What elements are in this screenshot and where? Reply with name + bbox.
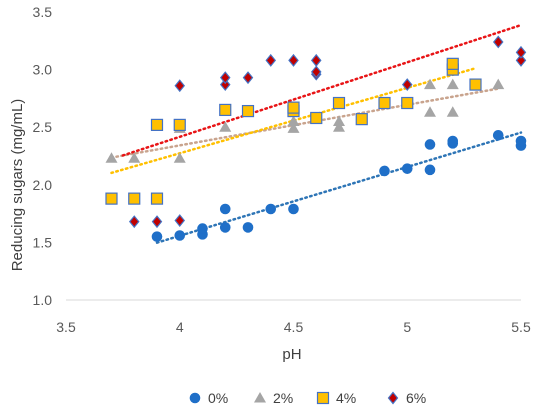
y-tick-label: 3.5 bbox=[33, 4, 53, 20]
data-point-triangle bbox=[173, 152, 186, 163]
x-axis-title: pH bbox=[282, 346, 301, 363]
x-tick-label: 3.5 bbox=[56, 319, 76, 335]
data-point-diamond bbox=[128, 215, 140, 229]
data-point-square bbox=[128, 192, 141, 205]
data-point-triangle bbox=[424, 78, 436, 90]
data-point-circle bbox=[379, 165, 390, 177]
trendlines bbox=[110, 23, 523, 244]
legend-label: 6% bbox=[406, 390, 426, 406]
legend-marker-diamond bbox=[387, 391, 399, 405]
data-point-square bbox=[150, 192, 164, 205]
y-tick-label: 2.0 bbox=[33, 177, 53, 193]
data-point-circle bbox=[515, 135, 527, 147]
data-point-square bbox=[469, 78, 482, 91]
trendline-circle bbox=[155, 131, 523, 244]
data-point-diamond bbox=[174, 214, 186, 227]
x-tick-label: 5 bbox=[403, 319, 411, 335]
data-point-circle bbox=[265, 203, 277, 215]
data-point-circle bbox=[447, 135, 459, 147]
legend-label: 2% bbox=[273, 390, 293, 406]
data-point-circle bbox=[219, 203, 231, 215]
y-tick-label: 1.0 bbox=[33, 292, 53, 308]
data-point-square bbox=[446, 57, 459, 70]
data-point-diamond bbox=[219, 78, 231, 92]
y-tick-label: 2.5 bbox=[33, 119, 53, 135]
data-point-square bbox=[241, 104, 255, 118]
y-tick-label: 3.0 bbox=[33, 62, 53, 78]
x-tick-label: 4.5 bbox=[284, 319, 304, 335]
data-point-diamond bbox=[242, 71, 254, 85]
data-point-diamond bbox=[288, 53, 299, 67]
data-point-triangle bbox=[105, 152, 118, 163]
data-point-triangle bbox=[424, 106, 436, 117]
data-point-circle bbox=[288, 203, 299, 215]
data-point-square bbox=[332, 96, 346, 110]
x-tick-label: 5.5 bbox=[511, 319, 531, 335]
trendline-triangle bbox=[110, 87, 500, 159]
data-point-diamond bbox=[219, 71, 231, 85]
data-point-circle bbox=[197, 223, 208, 234]
y-axis-ticks: 1.0 1.5 2.0 2.5 3.0 3.5 bbox=[33, 4, 53, 308]
data-point-triangle bbox=[446, 106, 459, 117]
data-point-circle bbox=[174, 230, 186, 241]
y-tick-label: 1.5 bbox=[33, 234, 53, 250]
data-point-diamond bbox=[151, 215, 163, 229]
data-point-triangle bbox=[333, 115, 345, 126]
data-point-triangle bbox=[128, 152, 141, 163]
data-point-circle bbox=[424, 164, 436, 176]
data-point-diamond bbox=[310, 53, 322, 67]
data-point-triangle bbox=[219, 121, 232, 132]
data-point-circle bbox=[242, 222, 254, 233]
data-point-triangle bbox=[446, 78, 459, 90]
x-axis-ticks: 3.5 4 4.5 5 5.5 bbox=[56, 319, 531, 335]
data-point-square bbox=[173, 118, 186, 131]
data-point-diamond bbox=[515, 53, 527, 67]
legend: 0% 2% 4% 6% bbox=[189, 390, 426, 406]
legend-label: 0% bbox=[208, 390, 228, 406]
data-point-square bbox=[105, 192, 118, 205]
trendline-diamond bbox=[121, 23, 523, 157]
data-point-diamond bbox=[265, 53, 277, 67]
data-point-square bbox=[287, 101, 300, 114]
data-point-square bbox=[378, 96, 391, 110]
data-point-diamond bbox=[515, 45, 527, 59]
data-point-triangle bbox=[287, 122, 300, 133]
legend-marker-square bbox=[316, 391, 330, 405]
data-point-circle bbox=[492, 129, 504, 141]
data-point-triangle bbox=[333, 121, 345, 132]
legend-label: 4% bbox=[336, 390, 356, 406]
data-point-triangle bbox=[492, 78, 505, 90]
x-tick-label: 4 bbox=[176, 319, 184, 335]
data-point-circle bbox=[219, 222, 231, 233]
data-point-circle bbox=[401, 163, 413, 174]
data-points bbox=[105, 35, 527, 242]
data-point-diamond bbox=[310, 65, 322, 79]
data-point-square bbox=[355, 113, 368, 126]
data-point-square bbox=[219, 103, 232, 117]
data-point-square bbox=[310, 111, 323, 125]
data-point-diamond bbox=[174, 79, 186, 93]
data-point-square bbox=[150, 118, 164, 131]
data-point-diamond bbox=[492, 35, 504, 49]
data-point-circle bbox=[151, 231, 163, 242]
legend-marker-circle bbox=[189, 392, 201, 404]
data-point-diamond bbox=[401, 78, 413, 92]
data-point-circle bbox=[424, 139, 436, 150]
legend-marker-triangle bbox=[254, 392, 266, 403]
data-point-triangle bbox=[287, 115, 300, 126]
y-axis-title: Reducing sugars (mg/mL) bbox=[9, 99, 26, 272]
data-point-square bbox=[401, 96, 414, 110]
